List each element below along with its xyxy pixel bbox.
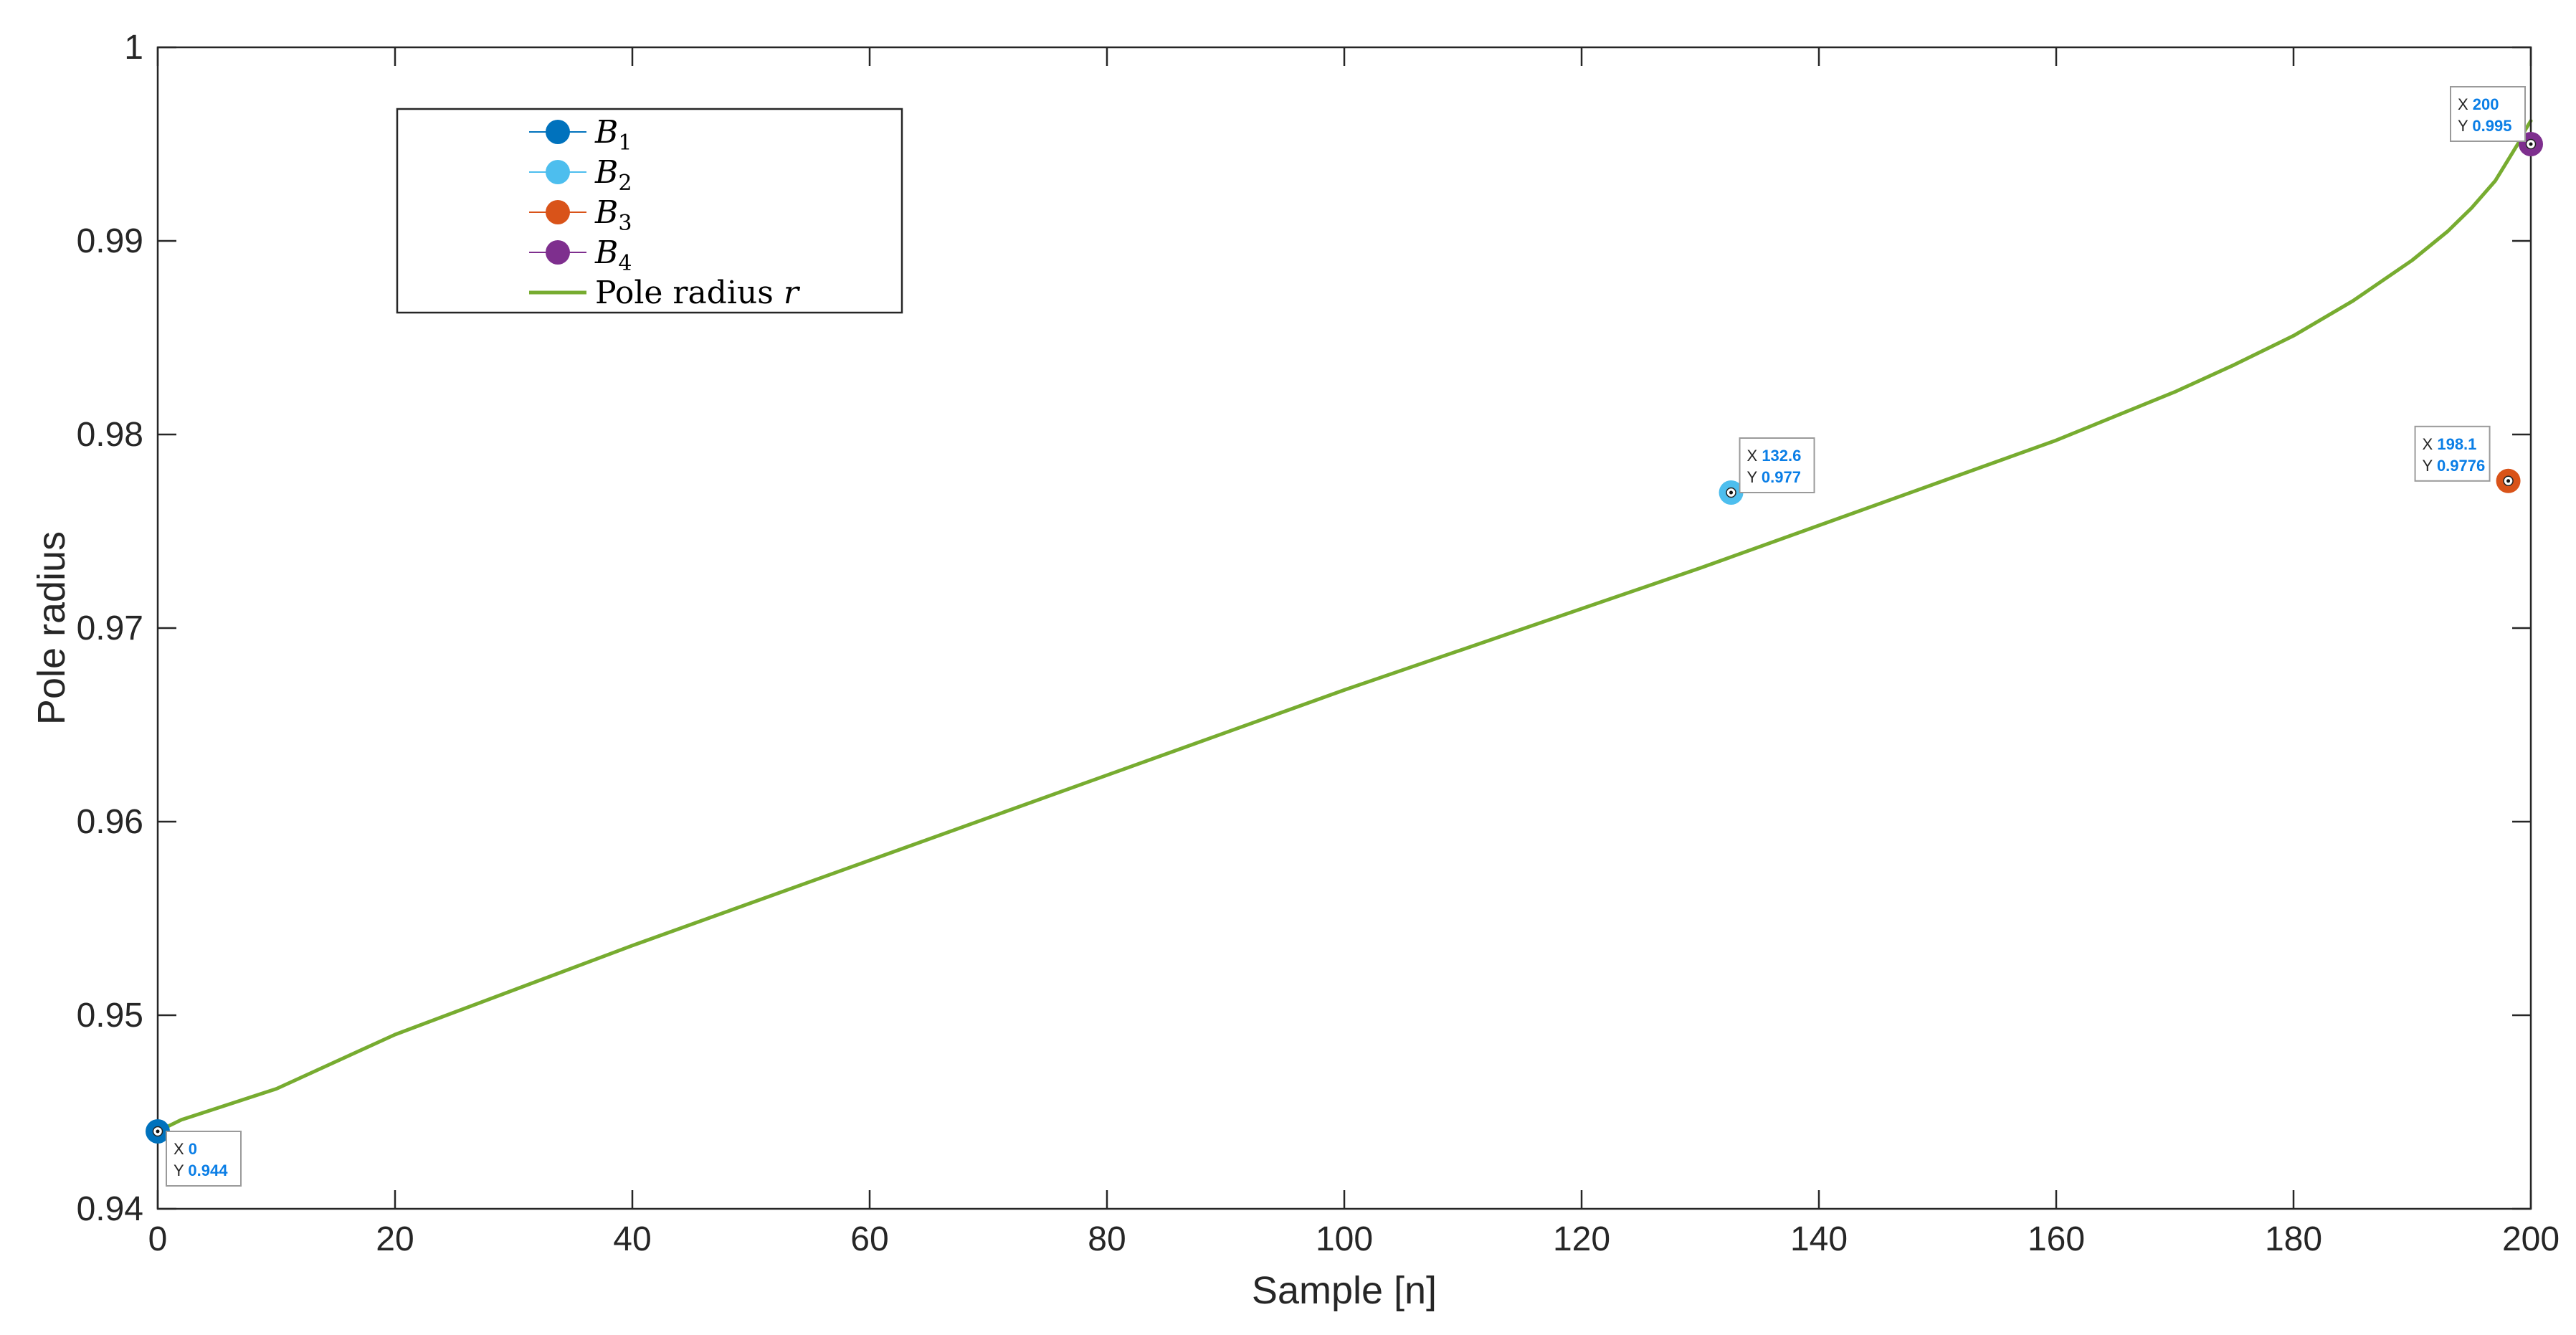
x-tick-label: 40 (613, 1220, 651, 1258)
datatip-x-value: 0 (189, 1140, 197, 1158)
x-tick-label: 120 (1553, 1220, 1610, 1258)
datatip-y-label: Y (1747, 468, 1762, 486)
legend-label: B2 (594, 154, 632, 196)
legend-item-b4: B4 (529, 234, 632, 276)
datatip-box (166, 1131, 242, 1187)
legend-item-b2: B2 (529, 154, 632, 196)
datatip-box (2450, 86, 2526, 142)
legend-marker (546, 160, 570, 184)
y-tick-label: 0.97 (77, 609, 143, 647)
legend-label-main: B (594, 114, 618, 151)
y-tick-label: 0.99 (77, 222, 143, 260)
plot-area-border (156, 46, 2532, 1210)
datatip-x-row: X 200 (2458, 95, 2499, 113)
legend-item-b1: B1 (529, 114, 632, 156)
x-tick-label: 0 (148, 1220, 168, 1258)
legend-label-subscript: 4 (618, 251, 632, 276)
datatip-y-value: 0.977 (1762, 468, 1801, 486)
x-tick-label: 200 (2502, 1220, 2560, 1258)
datatip-box (1739, 437, 1815, 493)
y-tick-label: 0.95 (77, 997, 143, 1035)
legend-marker (546, 240, 570, 265)
y-tick-label: 1 (124, 29, 143, 67)
y-tick-label: 0.98 (77, 416, 143, 454)
x-tick-label: 20 (376, 1220, 414, 1258)
datatip-y-value: 0.995 (2472, 117, 2511, 135)
legend-label: B1 (594, 114, 632, 156)
datatip-y-row: Y 0.995 (2458, 117, 2511, 135)
datatip-b3: X 198.1Y 0.9776 (2414, 425, 2491, 482)
legend-label-subscript: 1 (618, 130, 632, 156)
x-tick-label: 140 (1790, 1220, 1848, 1258)
legend-marker (546, 120, 570, 144)
markers-layer (146, 132, 2543, 1144)
datatip-x-row: X 0 (174, 1140, 197, 1158)
datatip-y-row: Y 0.944 (174, 1161, 228, 1179)
datatip-x-row: X 132.6 (1747, 447, 1802, 465)
y-tick-label: 0.94 (77, 1190, 143, 1228)
legend-label: Pole radius r (595, 275, 801, 311)
datatip-x-label: X (2458, 95, 2473, 113)
legend-marker (546, 200, 570, 224)
legend-label-main: B (594, 234, 618, 271)
datatip-box (2414, 425, 2491, 482)
datatip-y-row: Y 0.9776 (2423, 457, 2486, 475)
marker-b3-datatip-dot (2506, 479, 2511, 483)
datatip-y-value: 0.9776 (2437, 457, 2485, 475)
legend-item-pole-radius: Pole radius r (529, 275, 801, 311)
series-layer (156, 119, 2533, 1134)
datatip-x-value: 200 (2473, 95, 2499, 113)
legend-label-main: B (594, 194, 618, 231)
datatip-b1: X 0Y 0.944 (166, 1131, 242, 1187)
datatip-y-label: Y (2458, 117, 2472, 135)
x-tick-label: 180 (2265, 1220, 2322, 1258)
datatip-y-label: Y (174, 1161, 188, 1179)
legend-box (396, 108, 903, 314)
x-axis-title: Sample [n] (1252, 1269, 1437, 1312)
tick-labels-layer: 0 20 40 60 80 100 120 140 160 180 2000.940.950.960… (77, 29, 2560, 1258)
datatip-b2: X 132.6Y 0.977 (1739, 437, 1815, 493)
legend-item-b3: B3 (529, 194, 632, 236)
marker-b1-datatip-dot (156, 1129, 160, 1134)
legend-label-main: Pole radius (595, 275, 784, 311)
datatip-x-value: 198.1 (2437, 435, 2476, 453)
x-tick-label: 160 (2028, 1220, 2085, 1258)
marker-b2-datatip-dot (1729, 490, 1734, 495)
legend-label: B4 (594, 234, 632, 276)
legend-label-subscript: 3 (618, 211, 632, 236)
legend-label-italic: r (784, 275, 801, 311)
x-tick-label: 80 (1088, 1220, 1126, 1258)
datatip-x-value: 132.6 (1762, 447, 1801, 465)
datatip-x-label: X (1747, 447, 1762, 465)
datatip-x-row: X 198.1 (2423, 435, 2477, 453)
datatip-y-value: 0.944 (188, 1161, 228, 1179)
datatip-y-row: Y 0.977 (1747, 468, 1801, 486)
x-tick-label: 100 (1316, 1220, 1373, 1258)
datatip-y-label: Y (2423, 457, 2437, 475)
series-line-pole-radius (156, 119, 2533, 1134)
marker-b4-datatip-dot (2529, 142, 2533, 146)
datatip-x-label: X (2423, 435, 2438, 453)
legend-label-main: B (594, 154, 618, 191)
y-tick-label: 0.96 (77, 803, 143, 841)
legend-label: B3 (594, 194, 632, 236)
y-axis-title: Pole radius (30, 531, 73, 725)
legend-label-subscript: 2 (618, 171, 632, 196)
datatip-x-label: X (174, 1140, 189, 1158)
x-tick-label: 60 (850, 1220, 888, 1258)
